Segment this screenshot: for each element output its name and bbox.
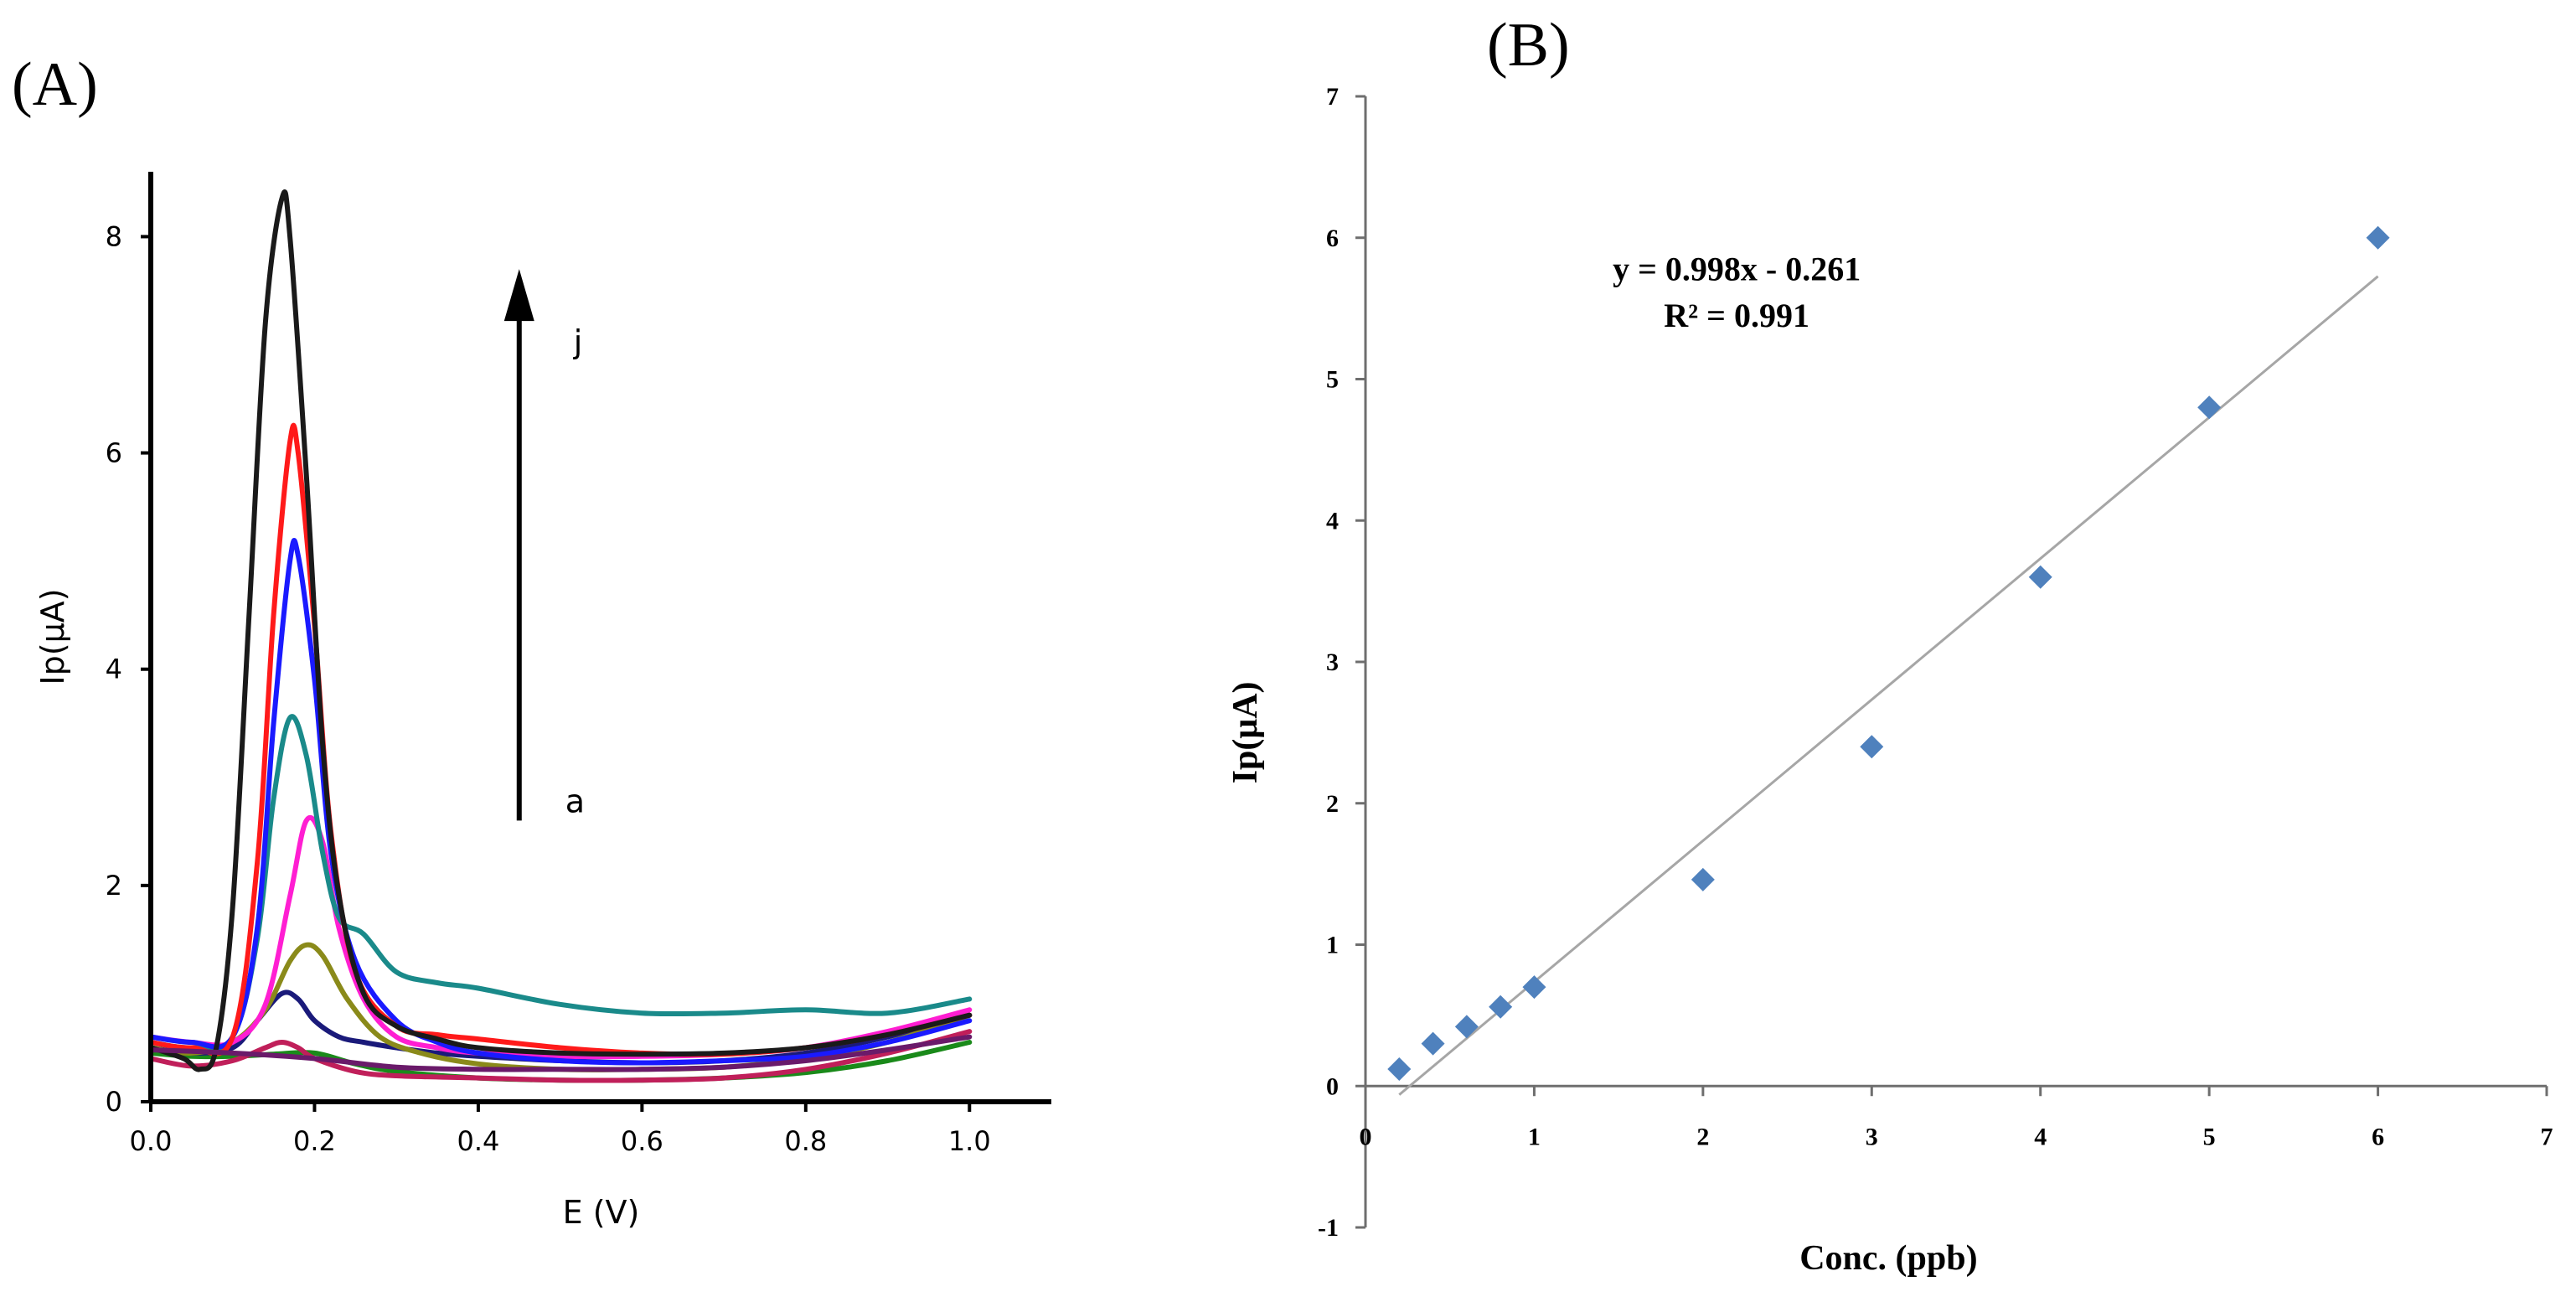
data-point xyxy=(1421,1031,1445,1056)
regression-r2: R² = 0.991 xyxy=(1664,297,1809,334)
chart-b-x-axis-label: Conc. (ppb) xyxy=(1799,1239,1977,1278)
chart-b-points xyxy=(1387,225,2390,1081)
y-tick-label: -1 xyxy=(1318,1214,1339,1242)
x-tick-label: 5 xyxy=(2203,1123,2216,1150)
data-point xyxy=(1522,975,1546,1000)
y-tick-label: 2 xyxy=(1326,790,1339,818)
data-point xyxy=(1454,1015,1479,1039)
y-tick-label: 6 xyxy=(106,437,122,469)
y-tick-label: 1 xyxy=(1326,932,1339,959)
x-tick-label: 1 xyxy=(1528,1123,1541,1150)
x-tick-label: 6 xyxy=(2372,1123,2384,1150)
x-tick-label: 0.0 xyxy=(130,1125,173,1157)
series-line-b xyxy=(148,1029,973,1083)
chart-a: 0.0 0.2 0.4 0.6 0.8 1.0 0 2 4 6 8 j a E (V) Ip(μA) xyxy=(34,172,1051,1231)
arrow-label-j: j xyxy=(573,323,583,360)
y-tick-label: 6 xyxy=(1326,225,1339,252)
chart-a-series-group xyxy=(148,189,973,1083)
chart-b: 0 1 2 3 4 5 6 7 -1 0 1 2 3 4 5 6 7 y = 0.998x - 0.261 R²… xyxy=(1226,83,2553,1278)
y-tick-label: 4 xyxy=(106,654,122,685)
data-point xyxy=(1860,735,1884,759)
chart-b-y-axis-label: Ip(μA) xyxy=(1226,681,1265,783)
y-tick-label: 8 xyxy=(106,220,122,252)
chart-b-trendline-group xyxy=(1398,275,2379,1096)
x-tick-label: 0.8 xyxy=(784,1125,827,1157)
y-tick-label: 3 xyxy=(1326,648,1339,676)
x-tick-label: 3 xyxy=(1866,1123,1878,1150)
chart-a-x-axis-label: E (V) xyxy=(563,1194,640,1231)
x-tick-label: 2 xyxy=(1696,1123,1709,1150)
x-tick-label: 4 xyxy=(2034,1123,2047,1150)
y-tick-label: 0 xyxy=(106,1086,122,1118)
y-tick-label: 7 xyxy=(1326,83,1339,111)
chart-a-ticks: 0.0 0.2 0.4 0.6 0.8 1.0 0 2 4 6 8 xyxy=(106,220,991,1157)
y-tick-label: 4 xyxy=(1326,507,1339,535)
series-line-i xyxy=(148,189,973,1072)
series-line-j xyxy=(148,1034,973,1072)
chart-a-axes xyxy=(148,172,1051,1104)
chart-a-arrow xyxy=(503,269,534,821)
chart-b-axes xyxy=(1364,96,2547,1227)
y-tick-label: 0 xyxy=(1326,1072,1339,1100)
data-point xyxy=(2366,225,2390,250)
x-tick-label: 1.0 xyxy=(948,1125,991,1157)
arrow-head xyxy=(503,269,534,322)
x-tick-label: 7 xyxy=(2541,1123,2553,1150)
data-point xyxy=(1489,995,1513,1019)
chart-a-y-axis-label: Ip(μA) xyxy=(34,588,71,685)
data-point xyxy=(2028,565,2052,589)
data-point xyxy=(1691,867,1715,891)
x-tick-label: 0 xyxy=(1360,1123,1372,1150)
y-tick-label: 5 xyxy=(1326,366,1339,394)
x-tick-label: 0.4 xyxy=(457,1125,499,1157)
regression-equation: y = 0.998x - 0.261 xyxy=(1613,250,1861,287)
y-tick-label: 2 xyxy=(106,870,122,902)
x-tick-label: 0.6 xyxy=(621,1125,663,1157)
x-tick-label: 0.2 xyxy=(293,1125,336,1157)
chart-b-ticks: 0 1 2 3 4 5 6 7 -1 0 1 2 3 4 5 6 7 xyxy=(1318,83,2553,1242)
data-point xyxy=(1387,1057,1412,1081)
arrow-label-a: a xyxy=(565,783,585,819)
panel-a-label: (A) xyxy=(12,50,98,119)
panel-b-label: (B) xyxy=(1487,11,1570,80)
data-point xyxy=(2197,395,2222,420)
series-line-e xyxy=(148,814,973,1060)
trendline xyxy=(1398,275,2379,1096)
